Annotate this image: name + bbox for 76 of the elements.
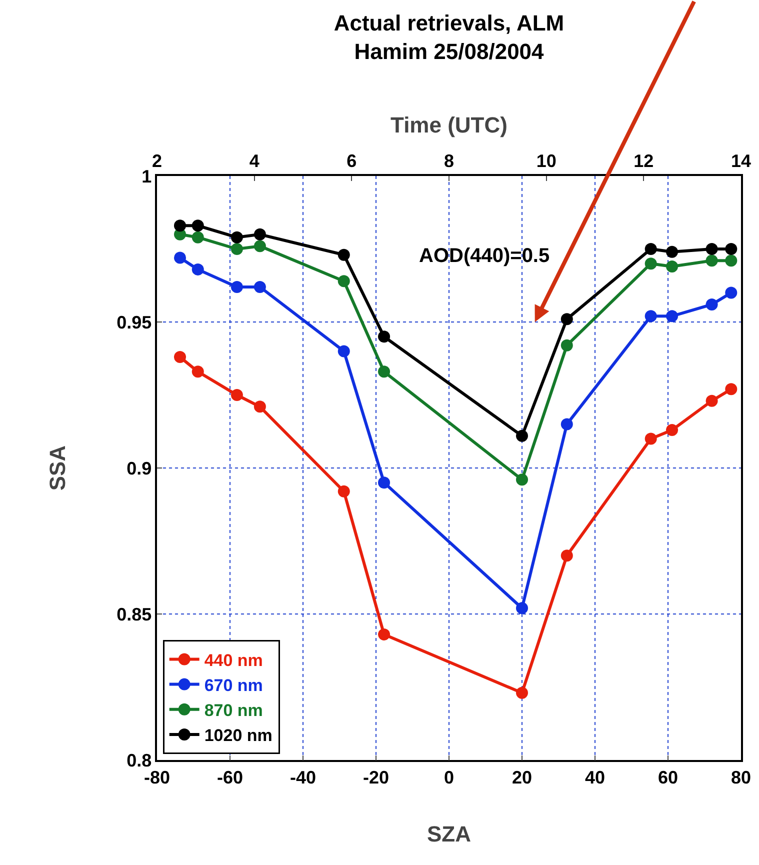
point bbox=[644, 243, 657, 255]
x-tick-label: -40 bbox=[290, 767, 316, 788]
point bbox=[560, 550, 573, 562]
point bbox=[560, 313, 573, 326]
legend-label: 670 nm bbox=[204, 676, 263, 695]
x2-tick-label: 8 bbox=[444, 151, 454, 172]
point bbox=[338, 345, 350, 358]
point bbox=[706, 298, 718, 310]
point bbox=[338, 248, 350, 261]
point bbox=[706, 243, 718, 255]
point bbox=[338, 275, 350, 288]
point bbox=[230, 243, 243, 255]
point bbox=[706, 254, 718, 267]
y-axis-title: SSA bbox=[44, 445, 70, 491]
x-axis-title: SZA bbox=[427, 822, 472, 847]
point bbox=[725, 243, 738, 255]
y-tick-label: 0.85 bbox=[116, 604, 152, 624]
point bbox=[192, 263, 204, 276]
point bbox=[666, 424, 678, 436]
x2-tick-label: 12 bbox=[634, 151, 654, 172]
point bbox=[378, 628, 390, 640]
legend-label: 440 nm bbox=[204, 650, 263, 670]
point bbox=[192, 231, 204, 244]
point bbox=[338, 485, 350, 498]
point bbox=[378, 366, 390, 378]
x-tick-label: -60 bbox=[216, 767, 244, 788]
chart-title: Actual retrievals, ALM bbox=[334, 10, 564, 36]
y-tick-label: 0.95 bbox=[116, 312, 152, 332]
point bbox=[516, 430, 528, 442]
x2-axis-title: Time (UTC) bbox=[390, 112, 508, 138]
point bbox=[666, 310, 678, 322]
point bbox=[666, 246, 678, 258]
legend-label: 1020 nm bbox=[204, 726, 272, 746]
point bbox=[725, 254, 738, 267]
x2-tick-label: 6 bbox=[346, 151, 357, 172]
point bbox=[378, 330, 390, 343]
point bbox=[230, 280, 243, 293]
y-tick-label: 0.9 bbox=[126, 458, 152, 478]
point bbox=[254, 240, 266, 252]
point bbox=[230, 231, 243, 244]
point bbox=[378, 476, 390, 489]
point bbox=[192, 220, 204, 232]
legend-label: 870 nm bbox=[204, 701, 263, 720]
point bbox=[644, 258, 657, 270]
x2-tick-label: 2 bbox=[152, 151, 162, 172]
point bbox=[725, 383, 738, 396]
y-tick-label: 1 bbox=[142, 166, 152, 186]
point bbox=[666, 260, 678, 273]
point bbox=[516, 602, 528, 614]
x-tick-label: 20 bbox=[512, 767, 532, 788]
x2-tick-label: 4 bbox=[249, 151, 260, 172]
chart-subtitle: Hamim 25/08/2004 bbox=[354, 38, 545, 64]
point bbox=[174, 252, 186, 264]
x-tick-label: 60 bbox=[658, 767, 678, 788]
point bbox=[516, 686, 528, 699]
point bbox=[254, 280, 266, 293]
point bbox=[706, 394, 718, 407]
point bbox=[560, 339, 573, 352]
x-tick-label: 80 bbox=[730, 767, 752, 788]
x-tick-label: 0 bbox=[444, 767, 454, 788]
point bbox=[560, 418, 573, 430]
point bbox=[254, 400, 266, 413]
point bbox=[174, 220, 186, 232]
point bbox=[516, 474, 528, 486]
point bbox=[174, 351, 186, 364]
point bbox=[254, 228, 266, 240]
point bbox=[644, 432, 657, 445]
x2-tick-label: 14 bbox=[730, 151, 752, 172]
annotation: AOD(440)=0.5 bbox=[419, 245, 550, 267]
x-tick-label: 40 bbox=[584, 767, 606, 788]
point bbox=[192, 366, 204, 378]
x-tick-label: -20 bbox=[362, 767, 390, 788]
point bbox=[230, 389, 243, 401]
point bbox=[725, 286, 738, 299]
x2-tick-label: 10 bbox=[536, 151, 556, 172]
point bbox=[644, 310, 657, 322]
